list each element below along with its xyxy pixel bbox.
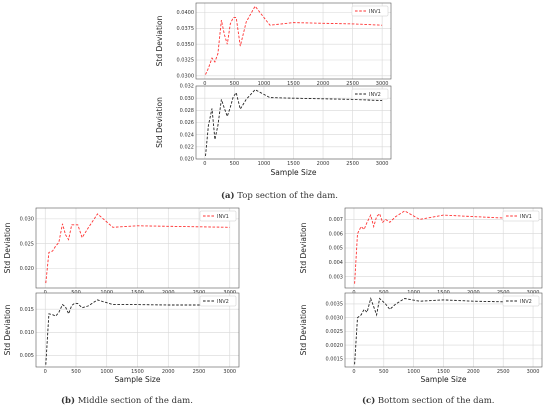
y-tick-label: 0.0030	[326, 315, 344, 321]
x-tick-label: 1500	[437, 369, 450, 375]
caption-bottom: (c) Bottom section of the dam.	[362, 396, 495, 406]
y-tick-label: 0.022	[180, 145, 194, 151]
x-tick-label: 500	[71, 369, 81, 375]
y-tick-label: 0.015	[20, 307, 34, 313]
legend-label: INV2	[520, 299, 532, 305]
x-tick-label: 2500	[346, 161, 359, 167]
y-tick-label: 0.028	[180, 108, 194, 114]
x-tick-label: 1500	[287, 81, 300, 87]
legend-box	[199, 295, 237, 307]
x-axis-label: Sample Size	[271, 168, 317, 177]
caption-middle: (b) Middle section of the dam.	[61, 396, 193, 406]
x-tick-label: 500	[230, 161, 240, 167]
series-line-inv2	[205, 89, 383, 157]
x-tick-label: 0	[352, 369, 355, 375]
x-tick-label: 2000	[317, 81, 330, 87]
y-tick-label: 0.025	[20, 241, 34, 247]
legend-box	[351, 88, 389, 100]
y-tick-label: 0.0035	[326, 302, 344, 308]
x-tick-label: 0	[44, 369, 47, 375]
series-line-inv1	[354, 210, 534, 284]
chart-panel-c: 0500100015002000250030000.0030.0040.0050…	[299, 207, 543, 296]
x-tick-label: 2500	[346, 81, 359, 87]
x-axis-label: Sample Size	[421, 375, 467, 384]
y-tick-label: 0.0020	[326, 343, 344, 349]
legend-label: INV2	[369, 92, 381, 98]
plot-frame	[195, 85, 392, 160]
chart-panel-a: 0 500 1000 1500 2000 2500 3000 0.0300 0.0325 0.03…	[155, 2, 392, 87]
series-line-inv1	[205, 5, 383, 75]
x-tick-label: 500	[230, 81, 240, 87]
y-tick-label: 0.0350	[177, 42, 195, 48]
plot-frame	[35, 292, 240, 368]
x-tick-label: 0	[203, 161, 206, 167]
x-tick-label: 0	[203, 81, 206, 87]
y-tick-label: 0.0325	[177, 58, 195, 64]
caption-top: (a) Top section of the dam.	[221, 191, 338, 201]
y-axis-label: Std Deviation	[299, 304, 308, 355]
y-tick-label: 0.0025	[326, 329, 344, 335]
y-tick-label: 0.024	[180, 132, 194, 138]
plot-frame	[195, 2, 392, 80]
y-axis-label: Std Deviation	[299, 222, 308, 273]
y-axis-label: Std Deviation	[3, 222, 12, 273]
y-tick-label: 0.020	[20, 266, 34, 272]
x-tick-label: 500	[379, 369, 389, 375]
plot-frame	[35, 207, 240, 289]
legend-box	[502, 295, 540, 307]
x-tick-label: 2000	[317, 161, 330, 167]
y-tick-label: 0.003	[329, 274, 343, 280]
x-tick-label: 2500	[497, 369, 510, 375]
y-tick-label: 0.006	[329, 231, 343, 237]
x-tick-label: 1500	[287, 161, 300, 167]
x-axis-label: Sample Size	[115, 375, 161, 384]
y-tick-label: 0.0300	[177, 74, 195, 80]
y-tick-label: 0.004	[329, 260, 343, 266]
legend-box	[199, 210, 237, 222]
x-tick-label: 2500	[193, 369, 206, 375]
plot-frame	[344, 292, 543, 368]
chart-panel-a2: 0 500 1000 1500 2000 2500 3000 0.020 0.022 0.024 0…	[155, 84, 392, 177]
x-tick-label: 2000	[162, 369, 175, 375]
x-tick-label: 3000	[527, 369, 540, 375]
x-tick-label: 1000	[258, 81, 271, 87]
chart-panel-c2: 0 500 1000 1500 2000 2500 3000 0.0015 0.0020 0.00…	[299, 292, 543, 384]
y-tick-label: 0.005	[20, 353, 34, 359]
y-axis-label: Std Deviation	[155, 15, 164, 66]
legend-label: INV1	[369, 9, 381, 15]
y-tick-label: 0.030	[20, 217, 34, 223]
series-line-inv1	[45, 213, 230, 284]
y-axis-label: Std Deviation	[3, 304, 12, 355]
x-tick-label: 3000	[223, 369, 236, 375]
x-tick-label: 2000	[467, 369, 480, 375]
legend-box	[351, 5, 389, 17]
chart-panel-b: 0500100015002000250030000.0200.0250.030I…	[3, 207, 240, 296]
y-tick-label: 0.0375	[177, 26, 195, 32]
x-tick-label: 3000	[376, 81, 389, 87]
y-axis-label: Std Deviation	[155, 97, 164, 148]
series-line-inv2	[354, 296, 534, 365]
x-tick-label: 3000	[376, 161, 389, 167]
y-tick-label: 0.0400	[177, 10, 195, 16]
y-tick-label: 0.005	[329, 246, 343, 252]
x-tick-label: 1000	[407, 369, 420, 375]
y-tick-label: 0.007	[329, 217, 343, 223]
y-tick-label: 0.010	[20, 330, 34, 336]
x-tick-label: 1000	[100, 369, 113, 375]
y-tick-label: 0.0015	[326, 356, 344, 362]
y-tick-label: 0.026	[180, 120, 194, 126]
legend-label: INV1	[217, 214, 229, 220]
y-tick-label: 0.030	[180, 96, 194, 102]
y-tick-label: 0.032	[180, 84, 194, 90]
chart-panel-b2: 0 500 1000 1500 2000 2500 3000 0.005 0.010 0.015 I…	[3, 292, 240, 384]
x-tick-label: 1000	[258, 161, 271, 167]
legend-label: INV1	[520, 214, 532, 220]
legend-label: INV2	[217, 299, 229, 305]
legend-box	[502, 210, 540, 222]
plot-frame	[344, 207, 543, 289]
x-tick-label: 1500	[131, 369, 144, 375]
y-tick-label: 0.020	[180, 157, 194, 163]
